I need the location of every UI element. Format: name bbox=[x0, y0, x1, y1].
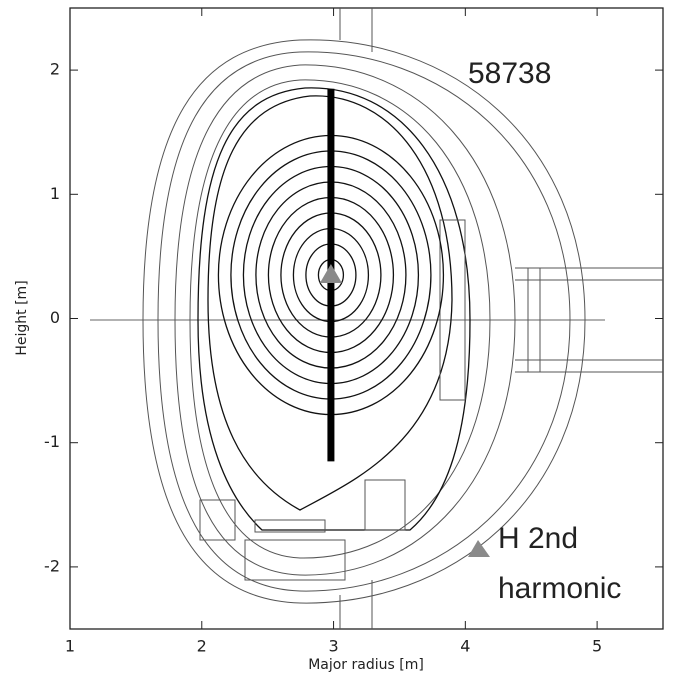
legend-symbol bbox=[468, 540, 490, 557]
legend-text: harmonic bbox=[498, 572, 621, 605]
shot-number: 58738 bbox=[468, 57, 551, 90]
x-tick-label: 3 bbox=[328, 637, 338, 656]
y-tick-label: -1 bbox=[44, 432, 60, 451]
x-axis-label: Major radius [m] bbox=[308, 657, 424, 673]
x-tick-label: 4 bbox=[460, 637, 470, 656]
x-tick-label: 2 bbox=[197, 637, 207, 656]
y-tick-label: 0 bbox=[50, 308, 60, 327]
chart: 58738 H 2nd harmonic Major radius [m] He… bbox=[0, 0, 673, 681]
y-tick-label: 2 bbox=[50, 60, 60, 79]
legend-text: H 2nd bbox=[498, 522, 578, 555]
axis-marker bbox=[320, 264, 342, 283]
x-tick-label: 1 bbox=[65, 637, 75, 656]
y-axis-label: Height [m] bbox=[14, 280, 30, 355]
x-tick-label: 5 bbox=[592, 637, 602, 656]
y-tick-label: -2 bbox=[44, 556, 60, 575]
y-tick-label: 1 bbox=[50, 184, 60, 203]
